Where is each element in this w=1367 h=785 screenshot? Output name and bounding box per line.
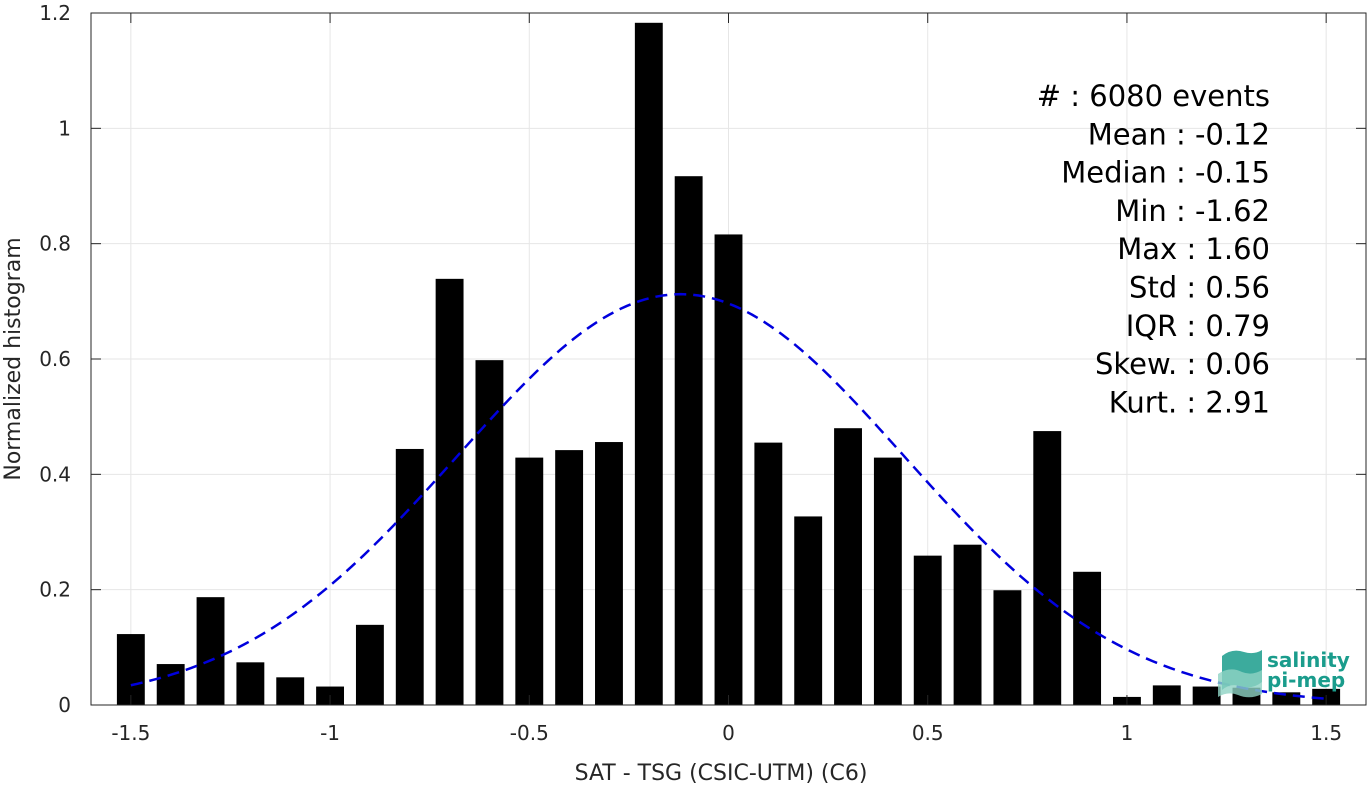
y-tick-label: 0.4 — [39, 462, 71, 486]
x-tick-label: 1.5 — [1310, 721, 1342, 745]
x-axis-ticks: -1.5 -1 -0.5 0 0.5 1 1.5 — [111, 13, 1342, 745]
histogram-bar — [993, 590, 1022, 705]
histogram-bar — [116, 634, 145, 705]
salinity-pi-mep-logo: salinity pi-mep — [1218, 648, 1350, 698]
y-tick-label: 1.2 — [39, 1, 71, 25]
histogram-bar — [714, 234, 743, 705]
histogram-bar — [794, 516, 823, 705]
y-tick-label: 0.8 — [39, 232, 71, 256]
logo-wave-light-icon — [1218, 669, 1262, 698]
y-tick-label: 1 — [58, 116, 71, 140]
stats-line: Kurt. : 2.91 — [1109, 385, 1270, 419]
histogram-bar — [236, 662, 265, 705]
x-tick-label: 1 — [1121, 721, 1134, 745]
histogram-bar — [873, 457, 902, 705]
histogram-bar — [1152, 685, 1181, 705]
y-axis-ticks: 0 0.2 0.4 0.6 0.8 1 1.2 — [39, 1, 1366, 717]
histogram-bar — [834, 428, 862, 705]
y-axis-label: Normalized histogram — [1, 237, 26, 480]
x-axis-label: SAT - TSG (CSIC-UTM) (C6) — [575, 761, 868, 785]
stats-line: Min : -1.62 — [1115, 194, 1270, 228]
y-tick-label: 0 — [58, 693, 71, 717]
histogram-bar — [674, 176, 703, 706]
y-tick-label: 0.6 — [39, 347, 71, 371]
x-tick-label: 0.5 — [912, 721, 944, 745]
histogram-bar — [913, 555, 942, 705]
stats-line: Max : 1.60 — [1117, 232, 1270, 266]
histogram-bar — [475, 360, 504, 705]
bars — [116, 22, 1341, 706]
histogram-bar — [156, 664, 185, 705]
histogram-bar — [595, 442, 623, 705]
x-tick-label: -1.5 — [111, 721, 150, 745]
histogram-bar — [754, 442, 783, 705]
histogram-bar — [1192, 686, 1221, 705]
histogram-bar — [634, 22, 663, 705]
stats-line: Mean : -0.12 — [1088, 117, 1270, 151]
histogram-bar — [355, 624, 384, 705]
stats-box: # : 6080 events Mean : -0.12 Median : -0.1… — [1037, 79, 1270, 419]
histogram-bar — [953, 544, 982, 705]
histogram-bar — [196, 597, 225, 705]
histogram-bar — [1033, 431, 1062, 705]
stats-line: Median : -0.15 — [1061, 156, 1270, 190]
logo-text-line2: pi-mep — [1267, 668, 1345, 692]
stats-line: Std : 0.56 — [1129, 271, 1270, 305]
stats-line: # : 6080 events — [1037, 79, 1270, 113]
histogram-bar — [1073, 571, 1102, 705]
histogram-bar — [395, 448, 424, 705]
logo-text-line1: salinity — [1267, 648, 1350, 672]
x-tick-label: -1 — [320, 721, 340, 745]
x-tick-label: 0 — [722, 721, 735, 745]
histogram-bar — [515, 457, 544, 705]
histogram-bar — [555, 450, 584, 705]
histogram-bar — [435, 278, 464, 705]
x-tick-label: -0.5 — [510, 721, 549, 745]
stats-line: IQR : 0.79 — [1126, 309, 1270, 343]
stats-line: Skew. : 0.06 — [1095, 347, 1270, 381]
y-tick-label: 0.2 — [39, 578, 71, 602]
histogram-bar — [276, 677, 305, 705]
